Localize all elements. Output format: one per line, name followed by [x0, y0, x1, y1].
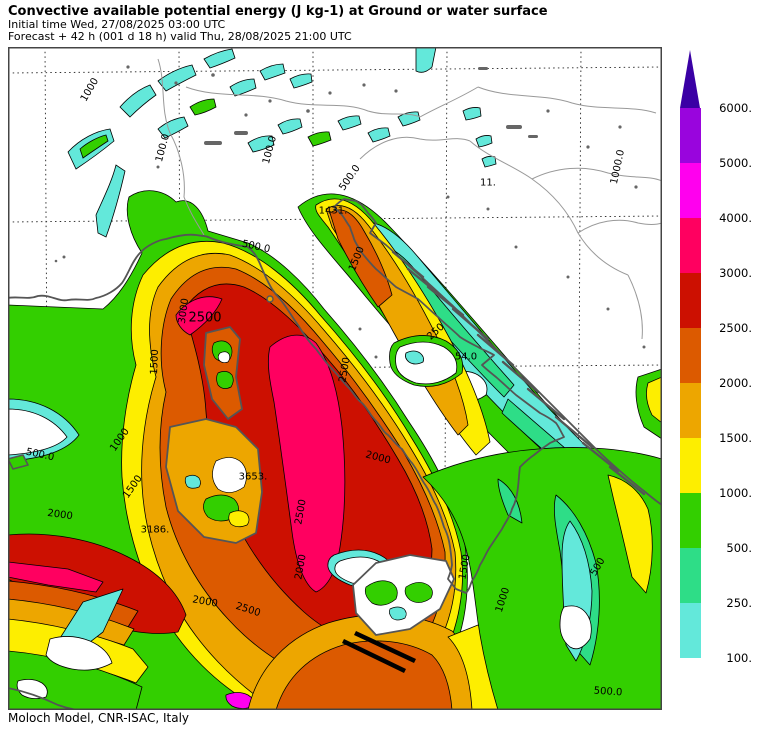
- cape-map-graphic: [8, 47, 662, 710]
- colorbar-segment: [680, 108, 701, 163]
- colorbar-tick-label: 5000.: [719, 156, 752, 170]
- menorca: [8, 454, 29, 470]
- colorbar-tick-label: 1500.: [719, 431, 752, 445]
- corsica: [203, 326, 243, 420]
- model-attribution: Moloch Model, CNR-ISAC, Italy: [8, 711, 190, 725]
- islands: [8, 295, 455, 636]
- colorbar-tick-label: 500.: [726, 541, 752, 555]
- croatian-islands: [391, 250, 646, 496]
- colorbar-tick-label: 2000.: [719, 376, 752, 390]
- colorbar: 6000. 5000. 4000. 3000. 2500. 2000. 1500. 1000.…: [680, 50, 755, 675]
- colorbar-segment: [680, 548, 701, 603]
- colorbar-segment: [680, 438, 701, 493]
- colorbar-segment: [680, 383, 701, 438]
- colorbar-segment: [680, 163, 701, 218]
- africa-coast: [8, 687, 101, 710]
- map-frame: [8, 47, 662, 710]
- colorbar-segment: [680, 328, 701, 383]
- country-borders: [157, 58, 662, 340]
- terrain-speckles: [54, 65, 646, 359]
- colorbar-tick-label: 1000.: [719, 486, 752, 500]
- france-coast: [8, 233, 209, 302]
- colorbar-tick-label: 2500.: [719, 321, 752, 335]
- cape-map: 1000 100.0 100.0 500.0 500.0 1431. 1500 2500 300…: [8, 47, 662, 710]
- chart-header: Convective available potential energy (J…: [8, 4, 708, 43]
- sardinia: [165, 418, 263, 544]
- colorbar-over-arrow: [680, 50, 700, 108]
- colorbar-tick-label: 4000.: [719, 211, 752, 225]
- coastlines: [8, 198, 662, 710]
- colorbar-segment: [680, 493, 701, 548]
- colorbar-segment: [680, 218, 701, 273]
- forecast-valid-line: Forecast + 42 h (001 d 18 h) valid Thu, …: [8, 30, 352, 43]
- colorbar-segment: [680, 273, 701, 328]
- colorbar-tick-label: 6000.: [719, 101, 752, 115]
- colorbar-tick-label: 3000.: [719, 266, 752, 280]
- cape-field-alps-spots: [67, 47, 497, 238]
- colorbar-tick-label: 250.: [726, 596, 752, 610]
- cape-field-ionian: [247, 368, 662, 710]
- chart-title: Convective available potential energy (J…: [8, 4, 548, 19]
- sicily: [352, 554, 455, 636]
- colorbar-tick-label: 100.: [726, 651, 752, 665]
- initial-time-line: Initial time Wed, 27/08/2025 03:00 UTC: [8, 18, 226, 31]
- elba: [266, 295, 274, 303]
- cape-field-central-italy: [389, 335, 464, 387]
- colorbar-segment: [680, 603, 701, 658]
